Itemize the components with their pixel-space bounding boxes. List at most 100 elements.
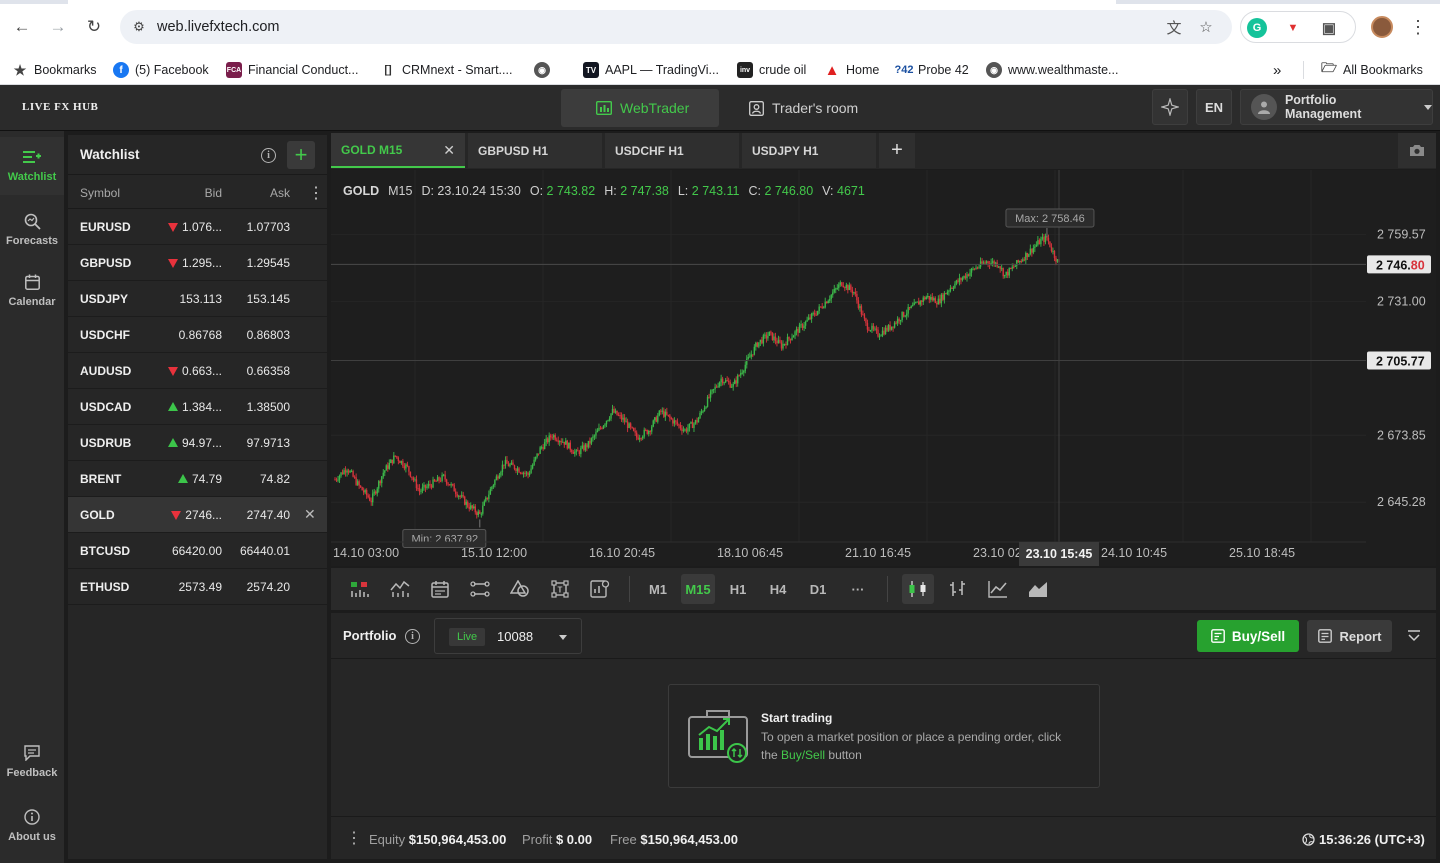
line-chart-icon[interactable] <box>983 574 1013 604</box>
watchlist-row-usdrub[interactable]: USDRUB 94.97... 97.9713 <box>68 425 327 461</box>
candle-body <box>368 497 371 501</box>
bookmark-item[interactable]: ?42 Probe 42 <box>894 63 969 77</box>
tab-traders-room[interactable]: Trader's room <box>740 89 880 127</box>
bookmark-item[interactable]: [] CRMnext - Smart.... <box>380 59 512 81</box>
rail-item-forecasts[interactable]: Forecasts <box>0 201 64 259</box>
collapse-panel-icon[interactable] <box>1404 626 1424 646</box>
watchlist-row-usdcad[interactable]: USDCAD 1.384... 1.38500 <box>68 389 327 425</box>
report-button[interactable]: Report <box>1307 620 1392 652</box>
bookmark-item[interactable]: f (5) Facebook <box>113 59 209 81</box>
close-icon[interactable]: ✕ <box>443 142 455 158</box>
watchlist-row-btcusd[interactable]: BTCUSD 66420.00 66440.01 <box>68 533 327 569</box>
add-symbol-button[interactable]: + <box>287 141 315 169</box>
timeframe-m1[interactable]: M1 <box>648 581 668 597</box>
column-ask[interactable]: Ask <box>269 186 290 200</box>
bookmarks-overflow[interactable]: » <box>1273 61 1282 79</box>
timeframe-m15[interactable]: M15 <box>681 574 715 604</box>
sparkle-icon[interactable] <box>1152 89 1188 125</box>
indicators-icon[interactable] <box>385 574 415 604</box>
bookmark-item[interactable]: inv crude oil <box>737 59 806 81</box>
rail-item-feedback[interactable]: Feedback <box>0 733 64 791</box>
ohlc-bars-icon[interactable] <box>943 574 973 604</box>
chart-tab-usdchf-h1[interactable]: USDCHF H1 <box>605 133 739 168</box>
bookmark-item[interactable]: FCA Financial Conduct... <box>226 62 359 78</box>
watchlist-row-gbpusd[interactable]: GBPUSD 1.295... 1.29545 <box>68 245 327 281</box>
chart-canvas[interactable]: 2 759.57 2 731.00 2 673.85 2 645.28 2 746.80… <box>331 170 1436 566</box>
candle-body <box>445 479 448 484</box>
price-chart[interactable]: 2 759.57 2 731.00 2 673.85 2 645.28 2 746.80… <box>331 170 1436 566</box>
area-chart-icon[interactable] <box>1023 574 1053 604</box>
candle-body <box>798 324 801 333</box>
translate-icon[interactable]: 文 <box>1166 19 1182 37</box>
active-tab[interactable] <box>68 0 1116 4</box>
site-settings-icon[interactable]: ⚙ <box>133 19 145 34</box>
bookmark-star-icon[interactable]: ☆ <box>1199 19 1213 36</box>
text-frame-icon[interactable]: T <box>545 574 575 604</box>
forward-icon[interactable]: → <box>49 17 67 36</box>
shapes-tool-icon[interactable] <box>505 574 535 604</box>
watchlist-row-usdjpy[interactable]: USDJPY 153.113 153.145 <box>68 281 327 317</box>
column-menu-icon[interactable]: ⋮ <box>308 185 324 202</box>
all-bookmarks[interactable]: 🗁 All Bookmarks <box>1320 60 1423 77</box>
timeframe-h4[interactable]: H4 <box>769 581 787 597</box>
watchlist-row-audusd[interactable]: AUDUSD 0.663... 0.66358 <box>68 353 327 389</box>
chart-tab-gbpusd-h1[interactable]: GBPUSD H1 <box>468 133 602 168</box>
trendline-tool-icon[interactable] <box>465 574 495 604</box>
chart-settings-icon[interactable] <box>585 574 615 604</box>
extension-icon[interactable]: ▼ <box>1287 22 1299 34</box>
portfolio-management-menu[interactable]: Portfolio Management <box>1240 89 1433 125</box>
profile-avatar[interactable] <box>1371 16 1393 38</box>
bookmark-item[interactable]: ◉ www.wealthmaste... <box>986 59 1118 81</box>
candle-body <box>911 305 914 307</box>
info-icon[interactable]: i <box>405 629 420 644</box>
buy-sell-button[interactable]: Buy/Sell <box>1197 620 1299 652</box>
tab-webtrader[interactable]: WebTrader <box>561 89 719 127</box>
column-bid[interactable]: Bid <box>204 186 222 200</box>
chart-tab-usdjpy-h1[interactable]: USDJPY H1 <box>742 133 876 168</box>
bookmark-item[interactable]: ★ Bookmarks <box>13 61 97 78</box>
candle-body <box>482 505 484 514</box>
reload-icon[interactable]: ↻ <box>86 17 102 36</box>
bookmark-item[interactable]: TV AAPL — TradingVi... <box>583 59 719 81</box>
address-bar[interactable]: ⚙ web.livefxtech.com 文 ☆ <box>120 10 1232 44</box>
url-text[interactable]: web.livefxtech.com <box>157 19 280 35</box>
watchlist-row-eurusd[interactable]: EURUSD 1.076... 1.07703 <box>68 209 327 245</box>
more-timeframes-button[interactable]: ··· <box>851 581 865 597</box>
watchlist-row-ethusd[interactable]: ETHUSD 2573.49 2574.20 <box>68 569 327 605</box>
bookmark-item[interactable]: ◉ <box>534 59 556 81</box>
timeframe-d1[interactable]: D1 <box>809 581 827 597</box>
camera-icon[interactable] <box>1398 133 1436 168</box>
rail-item-calendar[interactable]: Calendar <box>0 262 64 320</box>
chart-tab-gold-m15[interactable]: GOLD M15 ✕ <box>331 133 465 168</box>
candle-body <box>771 332 774 341</box>
watchlist-row-brent[interactable]: BRENT 74.79 74.82 <box>68 461 327 497</box>
candle-body <box>997 266 1000 268</box>
language-button[interactable]: EN <box>1196 89 1232 125</box>
remove-symbol-icon[interactable]: ✕ <box>304 506 316 522</box>
info-icon[interactable]: i <box>261 148 276 163</box>
puzzle-icon[interactable]: ▣ <box>1321 20 1337 37</box>
watchlist-row-usdchf[interactable]: USDCHF 0.86768 0.86803 <box>68 317 327 353</box>
back-icon[interactable]: ← <box>13 17 31 36</box>
chrome-menu-icon[interactable]: ⋮ <box>1409 16 1427 37</box>
column-symbol[interactable]: Symbol <box>80 186 121 200</box>
candle-body <box>780 342 783 349</box>
candle-body <box>486 497 489 499</box>
buy-sell-link[interactable]: Buy/Sell <box>781 748 826 762</box>
timeframe-h1[interactable]: H1 <box>729 581 747 597</box>
rail-item-watchlist[interactable]: Watchlist <box>0 137 64 195</box>
account-selector[interactable]: Live 10088 <box>434 618 582 654</box>
add-chart-button[interactable]: + <box>879 133 915 168</box>
summary-menu-icon[interactable]: ⋮ <box>346 830 362 847</box>
candle-body <box>869 330 872 332</box>
grammarly-icon[interactable]: G <box>1247 18 1267 38</box>
candle-body <box>928 296 930 300</box>
volume-bars-icon[interactable] <box>345 574 375 604</box>
candlestick-type-icon[interactable] <box>902 574 934 604</box>
rail-item-about[interactable]: About us <box>0 797 64 855</box>
candle-body <box>1050 246 1053 252</box>
brand-logo[interactable]: LIVE FX HUB <box>22 101 99 113</box>
events-calendar-icon[interactable] <box>425 574 455 604</box>
bookmark-item[interactable]: ▲ Home <box>824 61 880 79</box>
watchlist-row-gold[interactable]: GOLD 2746... 2747.40 ✕ <box>68 497 327 533</box>
